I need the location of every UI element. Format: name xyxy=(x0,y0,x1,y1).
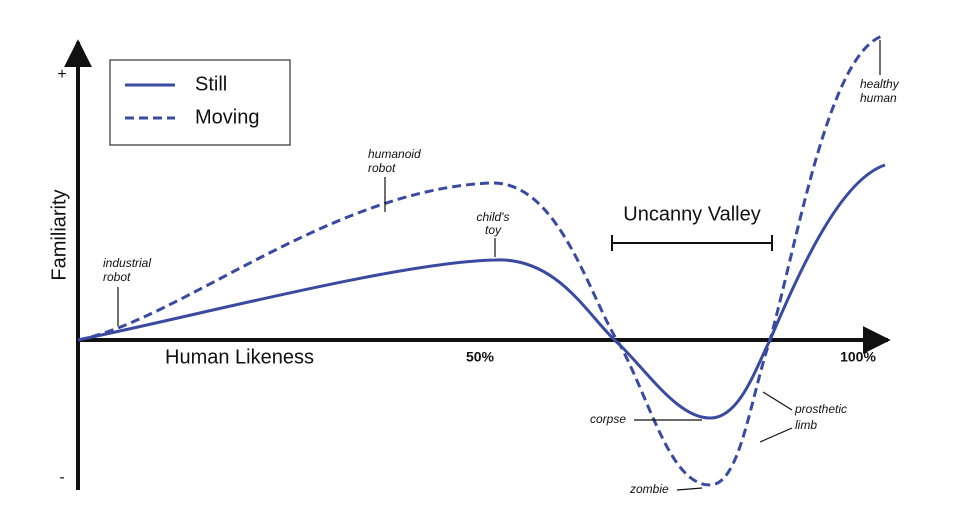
annotation: robot xyxy=(103,270,131,284)
annotation: limb xyxy=(795,418,817,432)
moving-curve xyxy=(77,33,886,487)
x-mid-label: 50% xyxy=(466,349,495,365)
annotation: human xyxy=(860,91,897,105)
x-axis-label: Human Likeness xyxy=(165,346,314,368)
annotation: humanoid xyxy=(368,147,421,161)
annotation: industrial xyxy=(103,256,151,270)
y-minus: - xyxy=(59,469,64,486)
legend-box xyxy=(109,59,291,146)
annotation: toy xyxy=(485,223,502,237)
legend-label: Still xyxy=(195,73,227,95)
annotation: healthy xyxy=(860,77,900,91)
y-axis-label: Familiarity xyxy=(48,189,70,280)
valley-label: Uncanny Valley xyxy=(623,203,760,225)
leader-line xyxy=(759,427,793,443)
leader-line xyxy=(676,487,703,491)
still-curve xyxy=(77,163,886,420)
annotation: child's xyxy=(477,210,510,224)
leader-line xyxy=(762,391,793,411)
x-end-label: 100% xyxy=(840,349,876,365)
legend-label: Moving xyxy=(195,106,259,128)
annotation: prosthetic xyxy=(794,402,847,416)
annotation: corpse xyxy=(590,412,626,426)
annotation: zombie xyxy=(629,482,669,496)
y-plus: + xyxy=(57,66,66,83)
annotation: robot xyxy=(368,161,396,175)
